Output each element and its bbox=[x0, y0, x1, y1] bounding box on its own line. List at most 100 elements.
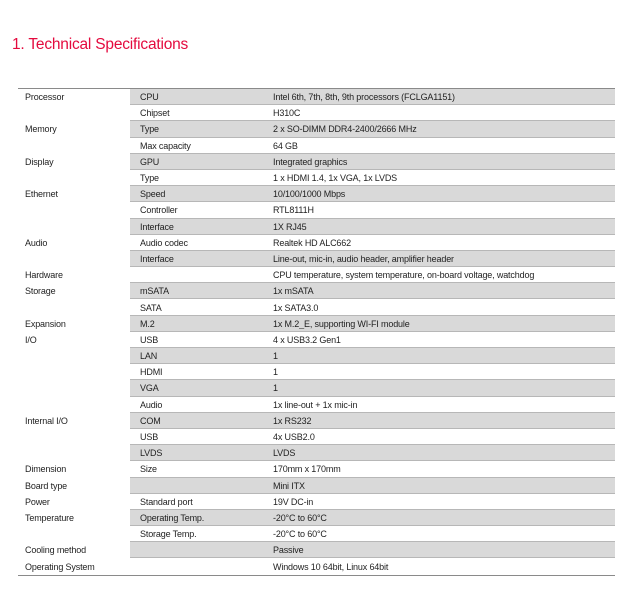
table-row: Dimension Size 170mm x 170mm bbox=[18, 461, 615, 478]
item-cell: Size bbox=[140, 464, 157, 475]
item-cell: Operating Temp. bbox=[140, 512, 205, 523]
value-cell: 4x USB2.0 bbox=[273, 432, 315, 443]
category-cell bbox=[18, 169, 130, 187]
value-cell: Line-out, mic-in, audio header, amplifie… bbox=[273, 253, 454, 264]
table-row: USB 4x USB2.0 bbox=[18, 428, 615, 446]
table-row: Expansion M.2 1x M.2_E, supporting WI-FI… bbox=[18, 315, 615, 332]
spec-detail: Interface 1X RJ45 bbox=[130, 218, 615, 235]
category-cell: Processor bbox=[18, 89, 130, 106]
category-cell: Display bbox=[18, 153, 130, 170]
category-cell: Internal I/O bbox=[18, 412, 130, 429]
value-cell: 19V DC-in bbox=[273, 496, 314, 507]
category-cell: Temperature bbox=[18, 509, 130, 527]
value-cell: 1x RS232 bbox=[273, 415, 312, 426]
item-cell: Speed bbox=[140, 189, 166, 200]
spec-detail: Storage Temp. -20°C to 60°C bbox=[130, 526, 615, 543]
spec-detail: CPU Intel 6th, 7th, 8th, 9th processors … bbox=[130, 89, 615, 106]
table-row: Type 1 x HDMI 1.4, 1x VGA, 1x LVDS bbox=[18, 169, 615, 187]
spec-detail: Speed 10/100/1000 Mbps bbox=[130, 186, 615, 203]
spec-detail: Type 1 x HDMI 1.4, 1x VGA, 1x LVDS bbox=[130, 169, 615, 187]
spec-detail: GPU Integrated graphics bbox=[130, 153, 615, 170]
table-row: Ethernet Speed 10/100/1000 Mbps bbox=[18, 186, 615, 203]
spec-detail: HDMI 1 bbox=[130, 364, 615, 381]
table-row: Processor CPU Intel 6th, 7th, 8th, 9th p… bbox=[18, 89, 615, 106]
value-cell: LVDS bbox=[273, 448, 296, 459]
spec-detail: Controller RTL8111H bbox=[130, 202, 615, 219]
table-row: Board type Mini ITX bbox=[18, 477, 615, 494]
value-cell: 4 x USB3.2 Gen1 bbox=[273, 334, 341, 345]
item-cell: LVDS bbox=[140, 448, 163, 459]
value-cell: Integrated graphics bbox=[273, 156, 348, 167]
value-cell: Windows 10 64bit, Linux 64bit bbox=[273, 561, 389, 572]
spec-detail: LVDS LVDS bbox=[130, 445, 615, 462]
table-row: Controller RTL8111H bbox=[18, 202, 615, 219]
spec-detail: M.2 1x M.2_E, supporting WI-FI module bbox=[130, 315, 615, 332]
item-cell: SATA bbox=[140, 302, 162, 313]
spec-detail: Audio codec Realtek HD ALC662 bbox=[130, 234, 615, 251]
category-cell: Board type bbox=[18, 477, 130, 494]
table-row: Interface Line-out, mic-in, audio header… bbox=[18, 250, 615, 268]
table-row: Storage mSATA 1x mSATA bbox=[18, 283, 615, 300]
table-row: Cooling method Passive bbox=[18, 542, 615, 559]
category-cell bbox=[18, 380, 130, 397]
spec-detail: VGA 1 bbox=[130, 380, 615, 397]
table-row: Operating System Windows 10 64bit, Linux… bbox=[18, 558, 615, 575]
spec-detail: Passive bbox=[130, 542, 615, 559]
category-cell bbox=[18, 526, 130, 543]
spec-detail: Audio 1x line-out + 1x mic-in bbox=[130, 396, 615, 413]
value-cell: CPU temperature, system temperature, on-… bbox=[273, 270, 535, 281]
value-cell: 1 bbox=[273, 383, 278, 394]
table-row: Audio Audio codec Realtek HD ALC662 bbox=[18, 234, 615, 251]
table-row: HDMI 1 bbox=[18, 364, 615, 381]
item-cell: GPU bbox=[140, 156, 160, 167]
category-cell bbox=[18, 348, 130, 365]
category-cell bbox=[18, 396, 130, 413]
category-cell bbox=[18, 445, 130, 462]
table-row: Internal I/O COM 1x RS232 bbox=[18, 412, 615, 429]
category-cell: Operating System bbox=[18, 558, 130, 575]
item-cell: USB bbox=[140, 334, 159, 345]
value-cell: Realtek HD ALC662 bbox=[273, 237, 351, 248]
category-cell: Ethernet bbox=[18, 186, 130, 203]
item-cell: LAN bbox=[140, 351, 158, 362]
value-cell: 1 bbox=[273, 351, 278, 362]
spec-detail: COM 1x RS232 bbox=[130, 412, 615, 429]
value-cell: 2 x SO-DIMM DDR4-2400/2666 MHz bbox=[273, 124, 417, 135]
value-cell: RTL8111H bbox=[273, 205, 314, 216]
category-cell: Expansion bbox=[18, 315, 130, 332]
item-cell: mSATA bbox=[140, 286, 169, 297]
table-row: Temperature Operating Temp. -20°C to 60°… bbox=[18, 509, 615, 527]
value-cell: 64 GB bbox=[273, 140, 298, 151]
category-cell: I/O bbox=[18, 331, 130, 348]
value-cell: 1x line-out + 1x mic-in bbox=[273, 399, 358, 410]
value-cell: 1X RJ45 bbox=[273, 221, 307, 232]
spec-detail: Max capacity 64 GB bbox=[130, 137, 615, 154]
table-row: I/O USB 4 x USB3.2 Gen1 bbox=[18, 331, 615, 348]
item-cell: Chipset bbox=[140, 108, 170, 119]
spec-detail: Windows 10 64bit, Linux 64bit bbox=[130, 558, 615, 575]
item-cell: HDMI bbox=[140, 367, 163, 378]
table-row: SATA 1x SATA3.0 bbox=[18, 299, 615, 316]
value-cell: 170mm x 170mm bbox=[273, 464, 341, 475]
category-cell bbox=[18, 364, 130, 381]
item-cell: COM bbox=[140, 415, 161, 426]
item-cell: Storage Temp. bbox=[140, 529, 197, 540]
table-row: Memory Type 2 x SO-DIMM DDR4-2400/2666 M… bbox=[18, 121, 615, 138]
category-cell: Audio bbox=[18, 234, 130, 251]
value-cell: Mini ITX bbox=[273, 480, 305, 491]
spec-detail: USB 4 x USB3.2 Gen1 bbox=[130, 331, 615, 348]
category-cell bbox=[18, 299, 130, 316]
category-cell bbox=[18, 202, 130, 219]
item-cell: USB bbox=[140, 432, 159, 443]
category-cell bbox=[18, 105, 130, 122]
table-row: LAN 1 bbox=[18, 348, 615, 365]
value-cell: 1x SATA3.0 bbox=[273, 302, 319, 313]
page-title: 1. Technical Specifications bbox=[12, 36, 189, 53]
value-cell: -20°C to 60°C bbox=[273, 512, 327, 523]
value-cell: H310C bbox=[273, 108, 301, 119]
spec-detail: Size 170mm x 170mm bbox=[130, 461, 615, 478]
value-cell: 10/100/1000 Mbps bbox=[273, 189, 346, 200]
table-row: Storage Temp. -20°C to 60°C bbox=[18, 526, 615, 543]
spec-detail: LAN 1 bbox=[130, 348, 615, 365]
